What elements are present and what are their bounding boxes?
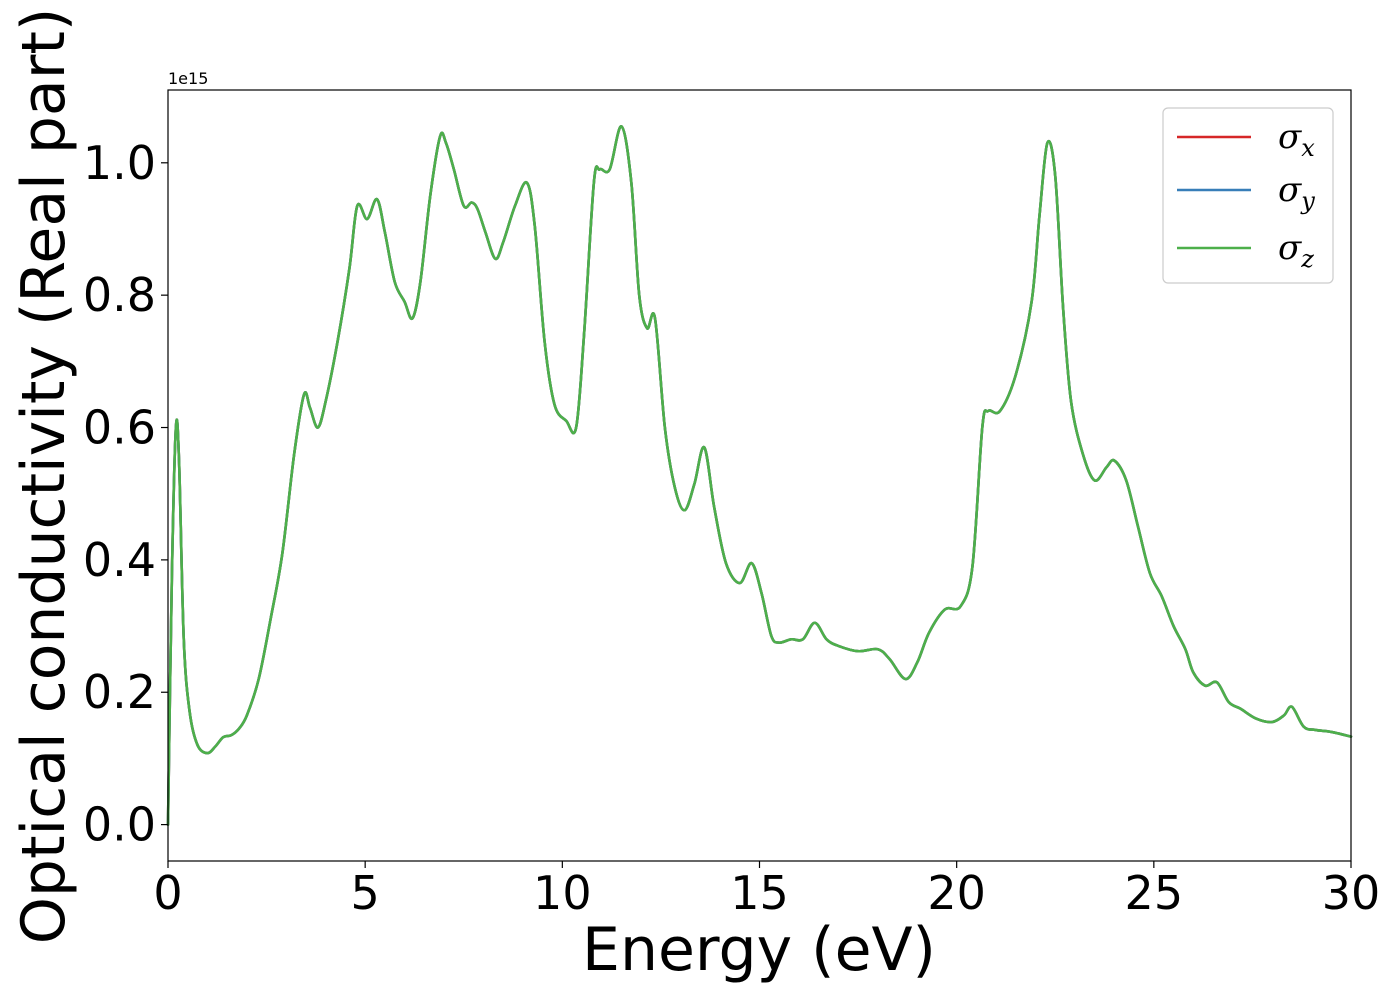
x-tick-label: 10 bbox=[533, 866, 592, 920]
x-tick-label: 25 bbox=[1125, 866, 1184, 920]
x-tick-label: 20 bbox=[927, 866, 986, 920]
legend-label-x: σx bbox=[1278, 117, 1315, 162]
x-tick-label: 5 bbox=[351, 866, 380, 920]
y-tick-label: 1.0 bbox=[83, 136, 156, 190]
x-tick-label: 30 bbox=[1322, 866, 1381, 920]
legend-label-y: σy bbox=[1278, 170, 1315, 215]
x-tick-label: 0 bbox=[153, 866, 182, 920]
x-axis: 0 5 10 15 20 25 30 bbox=[153, 861, 1380, 920]
x-axis-title: Energy (eV) bbox=[582, 915, 936, 985]
y-tick-label: 0.8 bbox=[83, 268, 156, 322]
legend: σx σy σz bbox=[1162, 107, 1334, 284]
legend-label-z: σz bbox=[1278, 228, 1314, 273]
y-axis-title: Optical conductivity (Real part) bbox=[9, 8, 79, 945]
y-tick-label: 0.4 bbox=[83, 533, 156, 587]
y-tick-label: 0.2 bbox=[83, 665, 156, 719]
plot-lines bbox=[166, 125, 1353, 826]
y-tick-label: 0.0 bbox=[83, 798, 156, 852]
y-tick-label: 0.6 bbox=[83, 401, 156, 455]
x-tick-label: 15 bbox=[730, 866, 789, 920]
y-axis: 0.0 0.2 0.4 0.6 0.8 1.0 bbox=[83, 136, 168, 852]
legend-box bbox=[1162, 107, 1334, 284]
series-line-z bbox=[166, 125, 1353, 826]
y-offset-text: 1e15 bbox=[168, 69, 208, 88]
